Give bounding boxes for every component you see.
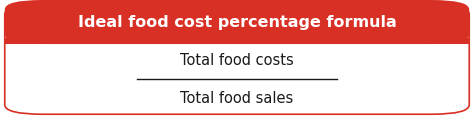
Text: Total food costs: Total food costs [180, 53, 294, 68]
FancyBboxPatch shape [5, 0, 469, 44]
Bar [5, 38, 469, 44]
Text: Total food sales: Total food sales [181, 91, 293, 106]
FancyBboxPatch shape [5, 5, 469, 114]
Text: Ideal food cost percentage formula: Ideal food cost percentage formula [78, 15, 396, 30]
